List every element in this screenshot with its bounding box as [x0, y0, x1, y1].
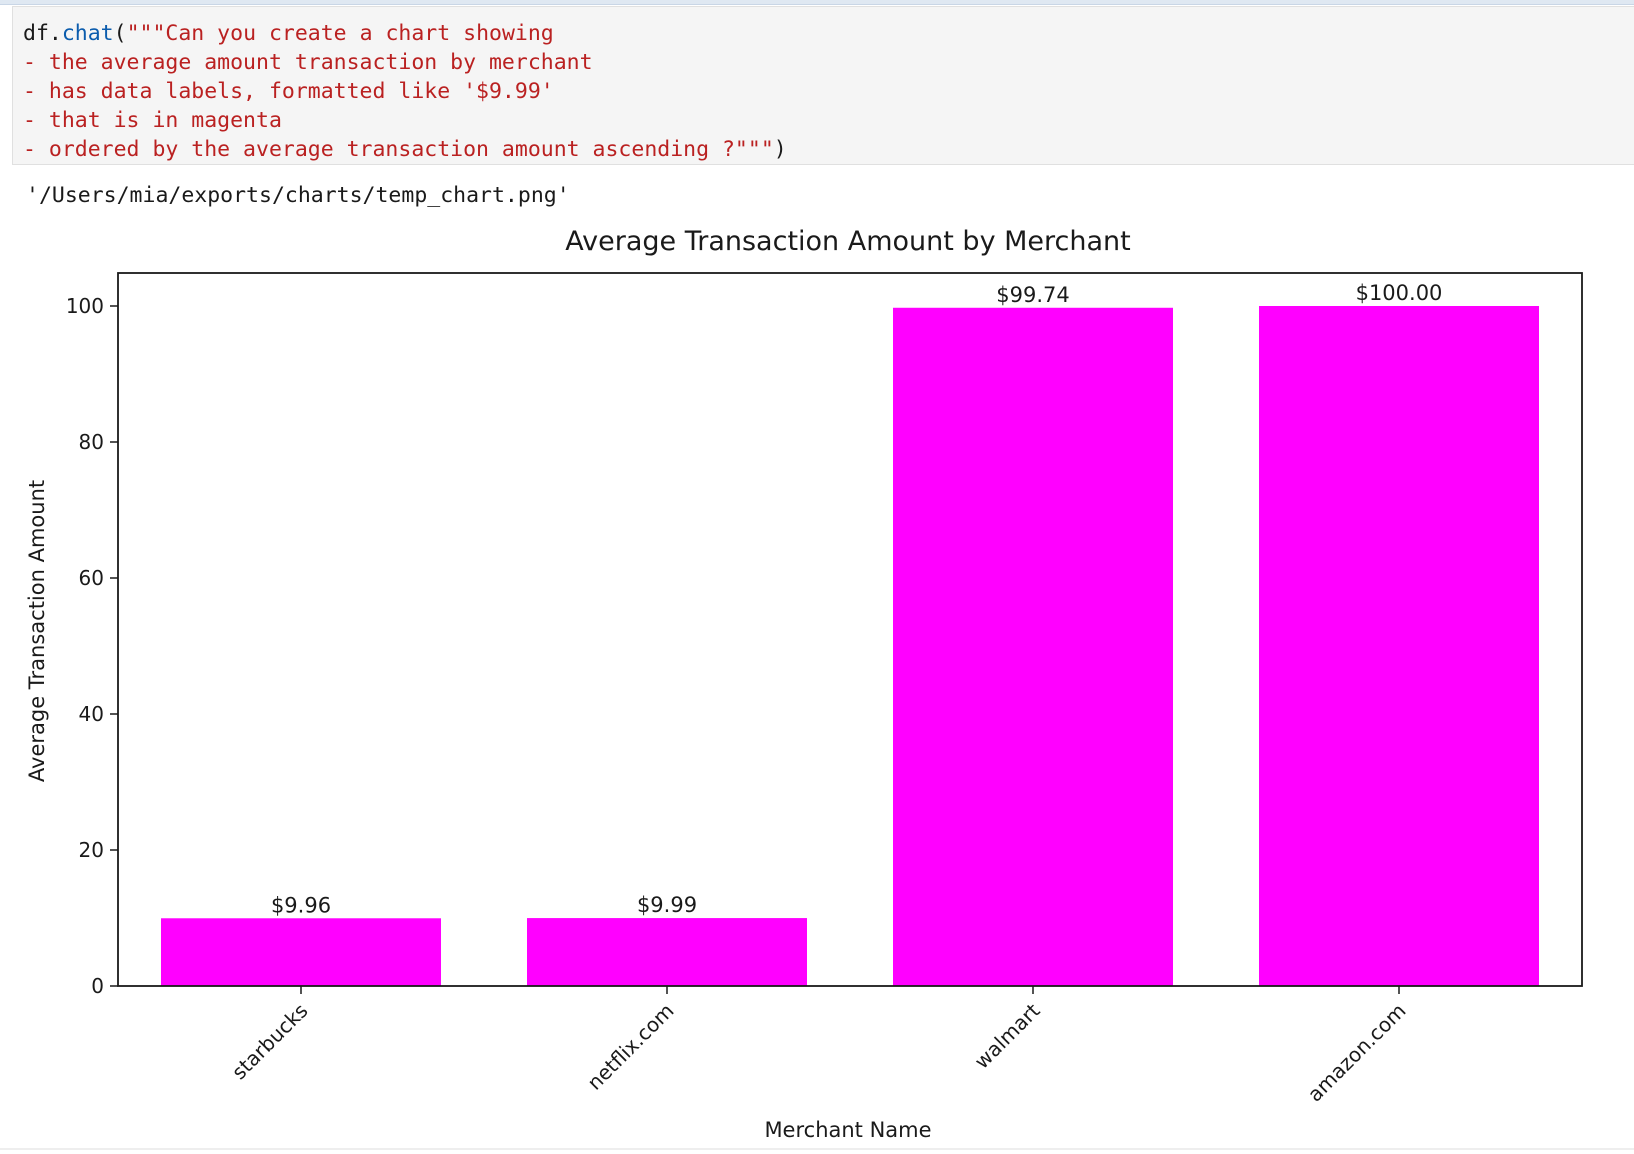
code-variable: df [23, 21, 49, 46]
x-tick-label: starbucks [227, 999, 313, 1085]
chart-output: Average Transaction Amount by Merchant A… [0, 220, 1634, 1150]
y-tick-label: 80 [79, 430, 104, 454]
data-label: $99.74 [996, 283, 1069, 307]
bar [161, 918, 441, 986]
data-label: $9.99 [637, 893, 697, 917]
axes-frame [117, 272, 1583, 987]
chart-title: Average Transaction Amount by Merchant [565, 226, 1131, 257]
code-text[interactable]: df.chat("""Can you create a chart showin… [23, 19, 787, 164]
x-axis-label: Merchant Name [764, 1118, 931, 1142]
x-tick-label: netflix.com [582, 999, 678, 1095]
x-tick-label: amazon.com [1303, 999, 1411, 1107]
data-label: $9.96 [271, 893, 331, 917]
bar [1259, 306, 1539, 986]
code-input-cell[interactable]: df.chat("""Can you create a chart showin… [12, 6, 1634, 165]
code-string-line: """Can you create a chart showing [126, 21, 554, 46]
code-string-line: - the average amount transaction by merc… [23, 50, 593, 75]
y-tick-label: 100 [66, 294, 104, 318]
y-tick-label: 40 [79, 702, 104, 726]
code-string-line: - has data labels, formatted like '$9.99… [23, 79, 554, 104]
code-string-line: - ordered by the average transaction amo… [23, 137, 774, 162]
code-method: chat [61, 21, 114, 46]
x-tick-label: walmart [970, 998, 1045, 1073]
bar [893, 307, 1173, 986]
code-string-line: - that is in magenta [23, 108, 282, 133]
y-tick-label: 60 [79, 566, 104, 590]
plot-area: 0 20 40 60 80 100 $9.96 starbucks $9.99 netflix.c… [66, 272, 1583, 1107]
y-tick-label: 0 [91, 974, 104, 998]
code-open-paren: ( [113, 21, 127, 46]
bar-chart: Average Transaction Amount by Merchant A… [25, 226, 1583, 1142]
page-bottom-edge [0, 1148, 1634, 1150]
bar [527, 918, 807, 986]
cell-output-text: '/Users/mia/exports/charts/temp_chart.pn… [26, 183, 570, 208]
y-axis-label: Average Transaction Amount [25, 480, 49, 782]
cell-top-border [0, 0, 1634, 5]
data-label: $100.00 [1356, 281, 1443, 305]
code-close-paren: ) [773, 137, 787, 162]
code-dot: . [48, 21, 62, 46]
y-tick-label: 20 [79, 838, 104, 862]
